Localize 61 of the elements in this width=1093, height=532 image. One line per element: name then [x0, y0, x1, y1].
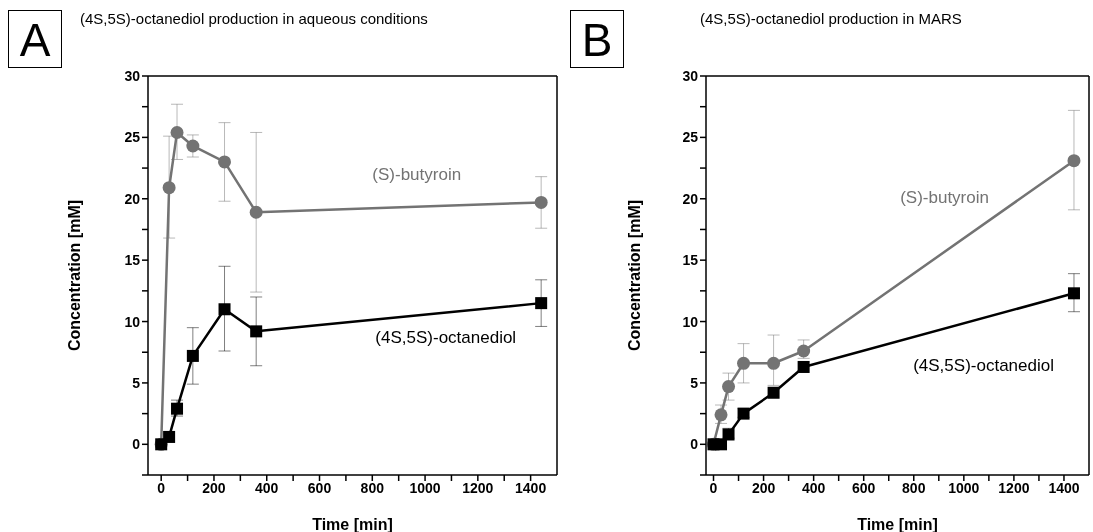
- y-tick-label: 0: [132, 436, 141, 453]
- point: [715, 438, 728, 451]
- chart-title: (4S,5S)-octanediol production in MARS: [700, 10, 962, 27]
- y-tick-label: 10: [682, 313, 699, 330]
- series-label: (S)-butyroin: [900, 187, 989, 207]
- point: [162, 181, 176, 195]
- x-tick-label: 600: [307, 479, 332, 496]
- y-tick-label: 15: [124, 252, 141, 269]
- x-tick-label: 800: [360, 479, 385, 496]
- point: [797, 344, 811, 358]
- point: [535, 297, 548, 310]
- text: A: [8, 10, 62, 68]
- x-tick-label: 200: [751, 479, 776, 496]
- series-label: (S)-butyroin: [372, 165, 462, 185]
- series-label: (4S,5S)-octanediol: [375, 328, 517, 348]
- point: [797, 360, 810, 373]
- point: [163, 430, 176, 443]
- series-label: (4S,5S)-octanediol: [913, 356, 1054, 376]
- y-axis-title: Concentration [mM]: [65, 199, 83, 352]
- point: [186, 349, 199, 362]
- text: B: [570, 10, 624, 68]
- x-tick-label: 1400: [1048, 479, 1080, 496]
- x-tick-label: 0: [709, 479, 718, 496]
- x-tick-label: 1400: [515, 479, 547, 496]
- y-tick-label: 0: [690, 436, 699, 453]
- y-tick-label: 5: [690, 374, 699, 391]
- point: [534, 195, 548, 209]
- x-tick-label: 800: [902, 479, 926, 496]
- y-tick-label: 25: [124, 129, 141, 146]
- x-tick-label: 400: [801, 479, 826, 496]
- y-tick-label: 15: [682, 252, 699, 269]
- point: [1067, 154, 1081, 168]
- y-tick-label: 30: [682, 67, 699, 84]
- point: [767, 386, 780, 399]
- point: [250, 325, 263, 338]
- point: [249, 205, 263, 219]
- y-tick-label: 20: [124, 190, 141, 207]
- y-tick-label: 10: [124, 313, 141, 330]
- point: [714, 408, 728, 422]
- x-tick-label: 1200: [462, 479, 494, 496]
- y-tick-label: 20: [682, 190, 699, 207]
- y-tick-label: 30: [124, 67, 141, 84]
- x-tick-label: 0: [157, 479, 166, 496]
- x-tick-label: 200: [202, 479, 226, 496]
- point: [737, 356, 751, 370]
- x-tick-label: 400: [255, 479, 279, 496]
- x-tick-label: 1200: [998, 479, 1030, 496]
- chart-title: (4S,5S)-octanediol production in aqueous conditions: [80, 10, 428, 27]
- y-axis-title: Concentration [mM]: [625, 199, 643, 352]
- x-tick-label: 1000: [948, 479, 980, 496]
- point: [170, 125, 184, 139]
- y-tick-label: 5: [132, 374, 141, 391]
- y-tick-label: 25: [682, 129, 699, 146]
- x-tick-label: 600: [852, 479, 876, 496]
- point: [722, 380, 736, 394]
- point: [767, 356, 781, 370]
- point: [1067, 287, 1080, 300]
- point: [218, 155, 232, 169]
- point: [218, 303, 231, 316]
- x-tick-label: 1000: [409, 479, 441, 496]
- point: [186, 139, 200, 153]
